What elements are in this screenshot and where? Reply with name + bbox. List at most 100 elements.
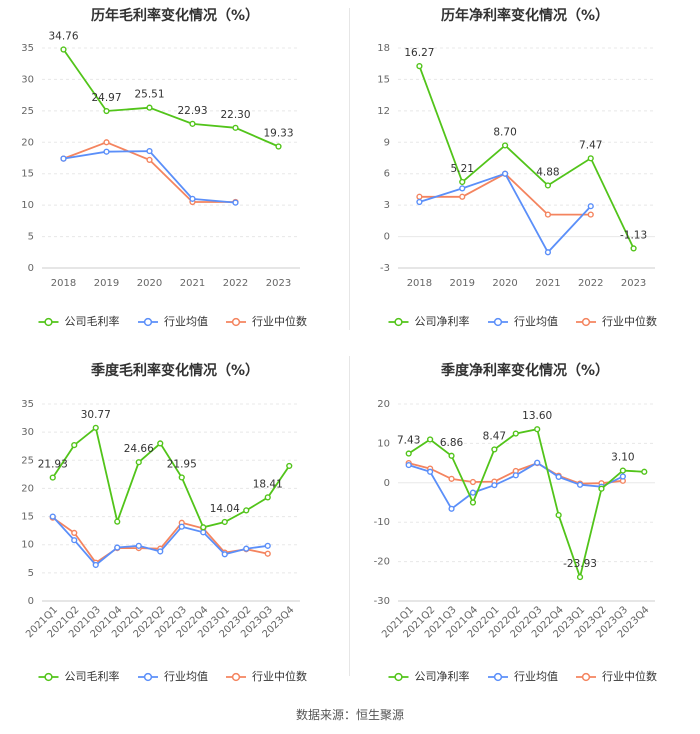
- data-point-company: [405, 450, 412, 457]
- y-tick-label: 10: [21, 200, 34, 211]
- data-point-avg: [232, 199, 239, 206]
- data-point-company: [114, 518, 121, 525]
- x-tick-label: 2020: [137, 278, 162, 289]
- data-point-avg: [512, 472, 519, 479]
- data-label: 7.43: [397, 435, 420, 447]
- data-point-avg: [448, 505, 455, 512]
- legend-marker: [231, 672, 241, 682]
- data-point-avg: [49, 513, 56, 520]
- y-tick-label: 9: [384, 137, 390, 148]
- y-tick-label: 25: [21, 455, 34, 466]
- data-point-avg: [576, 481, 584, 488]
- data-label: 22.93: [177, 105, 207, 117]
- legend-marker: [231, 317, 241, 327]
- legend-marker: [394, 317, 403, 327]
- data-point-company: [459, 178, 466, 186]
- y-tick-label: 30: [21, 427, 34, 438]
- y-tick-label: -10: [374, 517, 390, 528]
- y-tick-label: 3: [384, 200, 390, 211]
- data-point-avg: [469, 489, 477, 496]
- x-tick-label: 2023: [621, 278, 646, 289]
- legend-item-company: 公司毛利率: [38, 314, 120, 328]
- y-tick-label: 5: [28, 568, 34, 579]
- chart-title: 历年毛利率变化情况（%）: [91, 7, 259, 24]
- panel-divider-top: [349, 8, 350, 330]
- data-point-avg: [555, 473, 562, 480]
- data-point-company: [286, 462, 293, 470]
- data-label: 34.76: [48, 31, 78, 43]
- data-point-company: [641, 468, 648, 475]
- x-tick-label: 2021: [535, 278, 560, 289]
- x-tick-label: 2022: [578, 278, 603, 289]
- legend-item-avg: 行业均值: [488, 670, 558, 683]
- data-label: 8.47: [483, 430, 506, 442]
- data-point-company: [60, 46, 67, 53]
- data-point-avg: [427, 468, 434, 475]
- legend-item-company: 公司净利率: [388, 669, 470, 683]
- data-label: 25.51: [134, 89, 164, 101]
- data-label: 4.88: [536, 166, 559, 178]
- data-point-company: [598, 485, 605, 492]
- series-line-avg: [419, 172, 592, 254]
- data-point-avg: [200, 529, 207, 536]
- data-point-company: [221, 518, 228, 526]
- data-point-company: [157, 440, 164, 447]
- data-point-company: [448, 452, 455, 459]
- data-point-median: [469, 478, 477, 486]
- legend-marker: [143, 672, 153, 682]
- legend-label: 行业均值: [514, 670, 558, 683]
- data-point-company: [619, 467, 626, 474]
- data-point-company: [146, 104, 153, 111]
- data-point-avg: [178, 523, 185, 530]
- data-label: 24.66: [124, 443, 154, 455]
- legend-marker: [493, 672, 503, 682]
- y-tick-label: 20: [21, 137, 34, 148]
- chart-1: 历年毛利率变化情况（%） 0 5 10 15 20 25 30 35 2018 2019 2020 20…: [21, 7, 307, 328]
- data-label: 7.47: [579, 139, 602, 151]
- y-tick-label: 15: [21, 512, 34, 523]
- data-label: 18.41: [253, 478, 283, 490]
- y-tick-label: 10: [21, 540, 34, 551]
- data-point-avg: [405, 461, 412, 469]
- data-point-median: [103, 139, 110, 146]
- y-tick-label: -30: [374, 596, 390, 607]
- data-point-avg: [619, 473, 626, 480]
- data-point-company: [200, 524, 207, 531]
- legend-label: 公司毛利率: [65, 314, 120, 328]
- chart-4: 季度净利率变化情况（%）-30-20-10010202021Q12021Q220…: [374, 362, 657, 683]
- data-label: 3.10: [611, 452, 634, 464]
- chart-title: 历年净利率变化情况（%）: [441, 7, 609, 24]
- legend-label: 公司净利率: [415, 314, 470, 328]
- y-tick-label: 15: [377, 74, 390, 85]
- data-point-company: [49, 474, 56, 481]
- legend-marker: [394, 672, 403, 682]
- data-label: 16.27: [404, 47, 434, 59]
- legend-label: 行业中位数: [252, 314, 307, 328]
- data-point-company: [491, 446, 498, 453]
- legend-marker: [44, 317, 53, 327]
- legend-marker: [493, 317, 503, 327]
- data-label: 6.86: [440, 437, 464, 449]
- y-tick-label: 0: [28, 596, 34, 607]
- data-point-avg: [157, 548, 164, 555]
- legend-label: 公司净利率: [415, 669, 470, 683]
- data-point-company: [587, 155, 594, 162]
- legend-item-avg: 行业均值: [488, 315, 558, 328]
- data-point-avg: [587, 203, 594, 210]
- y-tick-label: 20: [21, 483, 34, 494]
- data-label: 24.97: [91, 92, 121, 104]
- legend-marker: [44, 672, 53, 682]
- data-point-company: [555, 512, 562, 519]
- x-tick-label: 2023: [266, 278, 291, 289]
- data-point-avg: [146, 147, 153, 155]
- data-point-avg: [221, 551, 228, 558]
- data-point-company: [469, 499, 477, 506]
- series-line-median: [52, 516, 268, 564]
- data-label: 19.33: [263, 127, 293, 139]
- legend-item-median: 行业中位数: [576, 314, 657, 328]
- data-point-median: [459, 193, 466, 200]
- data-point-avg: [501, 170, 509, 177]
- data-point-company: [178, 474, 185, 481]
- data-point-avg: [264, 542, 271, 549]
- legend-item-avg: 行业均值: [138, 670, 208, 683]
